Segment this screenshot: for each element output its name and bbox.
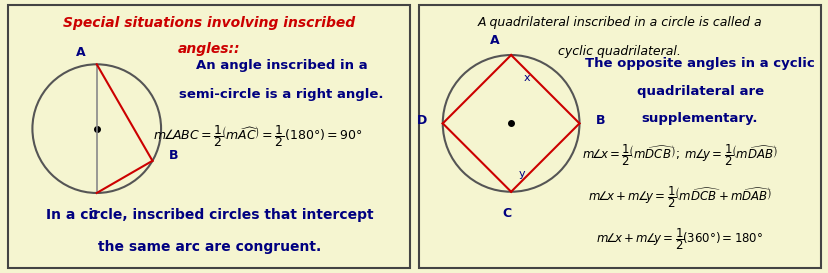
Text: An angle inscribed in a: An angle inscribed in a — [195, 59, 367, 72]
Text: $m\!\angle\! x = \dfrac{1}{2}\!\left(m\widehat{DCB}\right);\; m\!\angle\! y = \d: $m\!\angle\! x = \dfrac{1}{2}\!\left(m\w… — [581, 142, 777, 168]
Text: $m\!\angle\! ABC = \dfrac{1}{2}\!\left(m\widehat{AC}\right) = \dfrac{1}{2}(180°): $m\!\angle\! ABC = \dfrac{1}{2}\!\left(m… — [152, 124, 362, 149]
Text: A: A — [489, 34, 499, 47]
Text: D: D — [416, 114, 426, 127]
Text: $m\!\angle\! x + m\!\angle\! y = \dfrac{1}{2}\!\left(360°\right) = 180°$: $m\!\angle\! x + m\!\angle\! y = \dfrac{… — [595, 226, 763, 251]
Text: $m\!\angle\! x + m\!\angle\! y = \dfrac{1}{2}\!\left(m\widehat{DCB} + m\widehat{: $m\!\angle\! x + m\!\angle\! y = \dfrac{… — [587, 184, 771, 210]
Text: semi-circle is a right angle.: semi-circle is a right angle. — [179, 88, 383, 101]
Text: A: A — [75, 46, 85, 59]
Text: x: x — [522, 73, 529, 83]
Text: the same arc are congruent.: the same arc are congruent. — [98, 240, 320, 254]
Text: C: C — [88, 209, 97, 222]
Text: A quadrilateral inscribed in a circle is called a: A quadrilateral inscribed in a circle is… — [477, 16, 761, 29]
Text: cyclic quadrilateral.: cyclic quadrilateral. — [557, 45, 681, 58]
Text: B: B — [168, 149, 178, 162]
Text: angles::: angles:: — [178, 42, 240, 56]
Text: B: B — [595, 114, 604, 127]
Text: C: C — [502, 207, 511, 221]
Text: Special situations involving inscribed: Special situations involving inscribed — [63, 16, 355, 30]
Text: supplementary.: supplementary. — [641, 112, 758, 125]
Text: The opposite angles in a cyclic: The opposite angles in a cyclic — [585, 57, 814, 70]
Text: In a circle, inscribed circles that intercept: In a circle, inscribed circles that inte… — [46, 208, 373, 222]
Text: quadrilateral are: quadrilateral are — [636, 85, 763, 99]
Text: y: y — [518, 169, 525, 179]
